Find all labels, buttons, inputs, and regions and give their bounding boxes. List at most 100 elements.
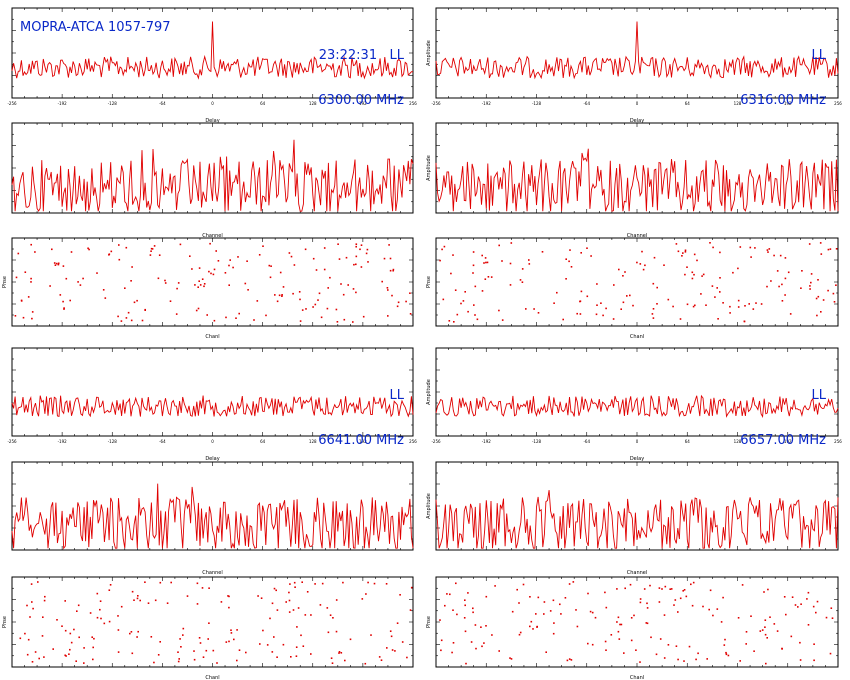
phase-point [147, 602, 150, 604]
phase-point [208, 622, 210, 624]
x-tick-label: -192 [482, 439, 492, 444]
x-tick-label: -128 [532, 101, 542, 106]
phase-point [440, 649, 442, 652]
panel-a-time: 23:22:31 [318, 48, 378, 63]
phase-point [342, 293, 345, 296]
phase-point [282, 643, 285, 646]
phase-point [338, 258, 341, 260]
phase-point [580, 252, 582, 254]
phase-point [659, 638, 662, 640]
phase-point [646, 607, 649, 609]
phase-point [810, 281, 812, 284]
phase-point [96, 616, 99, 619]
phase-point [709, 589, 712, 592]
phase-point [781, 300, 784, 302]
phase-point [487, 276, 490, 278]
x-tick-label: 64 [685, 439, 691, 444]
phase-point [562, 318, 564, 321]
phase-point [131, 652, 134, 655]
phase-point [719, 277, 721, 279]
phase-point [92, 658, 94, 661]
phase-point [745, 643, 747, 645]
phase-point [690, 583, 692, 586]
phase-point [59, 294, 62, 296]
phase-point [521, 281, 524, 283]
phase-point [675, 645, 678, 647]
phase-point [99, 600, 102, 602]
phase-point [177, 660, 180, 663]
phase-point [365, 252, 368, 255]
phase-point [509, 262, 512, 265]
x-axis-label: Channel [627, 233, 648, 239]
phase-point [108, 589, 111, 591]
phase-point [344, 659, 346, 662]
phase-point [808, 243, 811, 245]
phase-point [299, 320, 302, 322]
phase-point [27, 638, 30, 641]
phase-point [310, 653, 312, 655]
phase-point [310, 614, 312, 616]
phase-point [784, 294, 786, 296]
phase-point [304, 248, 307, 251]
phase-point [695, 658, 697, 661]
phase-point [151, 248, 154, 250]
phase-point [314, 583, 316, 585]
x-tick-label: 192 [784, 439, 792, 444]
phase-point [295, 655, 298, 657]
phase-point [193, 658, 196, 661]
phase-point [282, 286, 285, 288]
phase-point [125, 246, 128, 249]
phase-point [453, 321, 455, 323]
phase-point [791, 596, 794, 598]
phase-point [806, 598, 808, 600]
phase-point [294, 586, 296, 588]
phase-point [82, 277, 84, 280]
panel-d-freq: 6657.00 MHz [740, 433, 826, 448]
phase-point [27, 296, 30, 298]
y-axis-label: Amplitude [426, 379, 432, 405]
phase-point [576, 312, 578, 315]
phase-point [652, 282, 655, 285]
phase-point [473, 304, 475, 306]
phase-point [279, 271, 282, 274]
phase-point [26, 604, 28, 607]
phase-point [64, 629, 67, 632]
x-tick-label: -192 [482, 101, 492, 106]
y-axis-label: Phse [2, 276, 8, 288]
phase-point [694, 304, 696, 307]
phase-point [297, 607, 300, 609]
phase-point [288, 599, 291, 602]
phase-point [178, 658, 180, 660]
phase-point [785, 613, 787, 616]
phase-point [535, 613, 537, 615]
phase-point [352, 321, 354, 323]
phase-point [541, 251, 544, 253]
phase-point [692, 305, 695, 308]
panel-a-pol: LL [389, 48, 405, 63]
phase-point [816, 314, 818, 317]
phase-point [293, 264, 296, 266]
phase-point [644, 264, 646, 267]
phase-point [741, 584, 744, 586]
phase-point [652, 317, 655, 319]
phase-point [472, 264, 475, 267]
x-tick-label: 0 [636, 439, 639, 444]
phase-point [822, 299, 825, 301]
phase-point [355, 245, 357, 248]
phase-point [127, 311, 130, 314]
phase-point [230, 632, 233, 634]
phase-point [691, 277, 694, 280]
phase-point [340, 283, 342, 285]
panel-b-pol: LL [811, 48, 827, 63]
phase-point [679, 318, 682, 320]
phase-point [568, 583, 571, 585]
x-axis-label: Delay [630, 456, 644, 462]
phase-point [629, 583, 632, 586]
phase-point [213, 268, 216, 271]
series-line [11, 483, 414, 550]
phase-point [532, 628, 534, 630]
phase-point [150, 250, 152, 252]
phase-point [335, 308, 338, 311]
phase-point [321, 582, 324, 585]
phase-point [389, 257, 392, 260]
